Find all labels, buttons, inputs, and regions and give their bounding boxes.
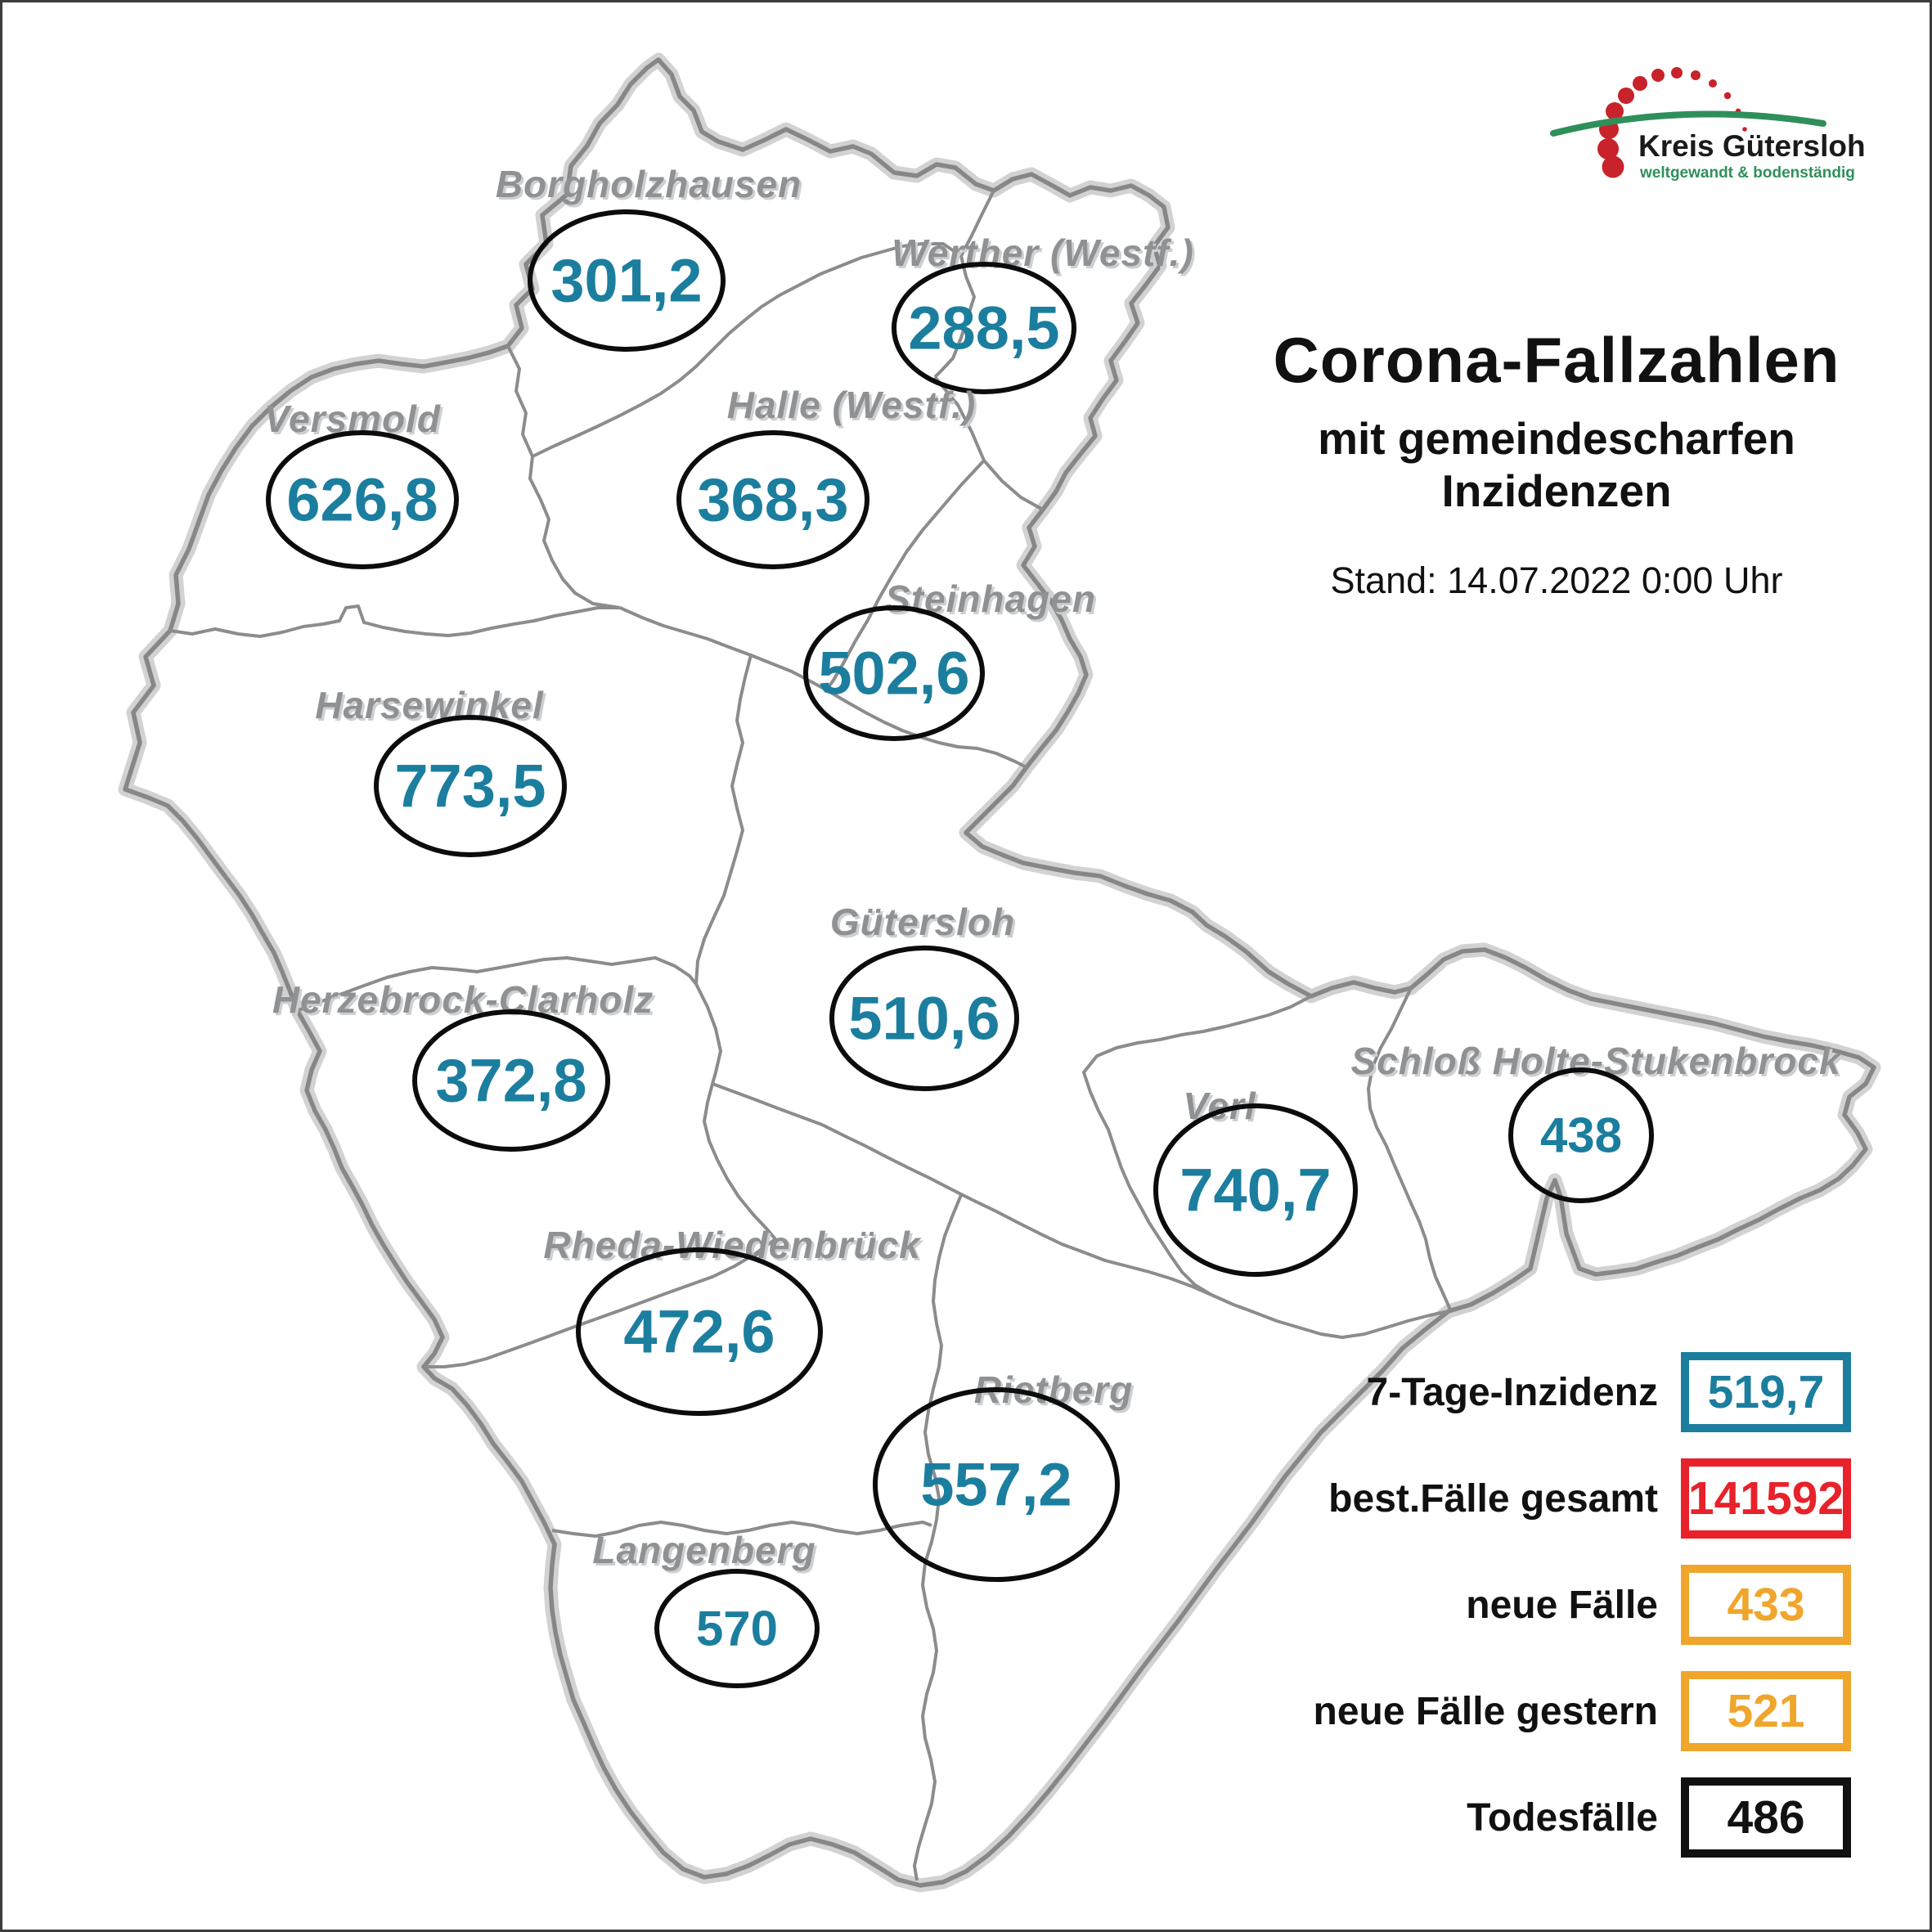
legend-value: 519,7 — [1707, 1366, 1825, 1418]
boundary-verl-schloss-holte — [1367, 987, 1452, 1310]
municipality-label-herzebrock-clarholz: Herzebrock-Clarholz — [272, 978, 654, 1021]
header: Corona-Fallzahlen mit gemeindescharfen I… — [1197, 323, 1916, 602]
incidence-oval-harsewinkel — [374, 715, 567, 857]
municipality-label-halle: Halle (Westf.) — [727, 384, 977, 426]
boundary-verl-south — [1211, 1293, 1449, 1339]
incidence-oval-langenberg — [654, 1569, 820, 1688]
legend-value: 433 — [1727, 1579, 1805, 1631]
legend-value: 486 — [1727, 1791, 1805, 1844]
legend-value-box: 141592 — [1681, 1458, 1851, 1539]
incidence-value-harsewinkel: 773,5 — [394, 753, 546, 820]
boundary-langenberg-north — [551, 1521, 932, 1538]
incidence-value-versmold: 626,8 — [286, 466, 438, 534]
as-of-date: Stand: 14.07.2022 0:00 Uhr — [1330, 559, 1783, 601]
incidence-oval-borgholzhausen — [528, 209, 726, 352]
page-subtitle: mit gemeindescharfen Inzidenzen — [1318, 413, 1795, 516]
municipality-label-steinhagen: Steinhagen — [885, 577, 1096, 620]
incidence-value-halle: 368,3 — [697, 466, 848, 534]
boundary-versmold-east — [506, 345, 621, 609]
municipality-label-rheda-wiedenbrueck: Rheda-Wiedenbrück — [543, 1224, 922, 1266]
boundary-harsewinkel-south — [298, 956, 698, 1012]
boundary-harsewinkel-guetersloh — [694, 654, 753, 985]
incidence-value-guetersloh: 510,6 — [848, 985, 1000, 1053]
legend-row-confirmed-total: best.Fälle gesamt 141592 — [1229, 1457, 1851, 1540]
incidence-value-langenberg: 570 — [696, 1602, 778, 1656]
incidence-oval-werther — [892, 262, 1076, 394]
incidence-value-rietberg: 557,2 — [920, 1451, 1072, 1519]
incidence-value-verl: 740,7 — [1179, 1157, 1331, 1224]
municipality-label-langenberg: Langenberg — [592, 1529, 815, 1571]
legend-label: 7-Tage-Inzidenz — [1366, 1370, 1658, 1414]
incidence-value-steinhagen: 502,6 — [818, 640, 969, 708]
incidence-value-borgholzhausen: 301,2 — [550, 247, 702, 315]
legend-value: 521 — [1727, 1685, 1805, 1737]
municipality-label-harsewinkel: Harsewinkel — [315, 684, 544, 726]
legend-row-new-cases: neue Fälle 433 — [1229, 1563, 1851, 1647]
legend-label: neue Fälle — [1466, 1583, 1658, 1627]
incidence-oval-herzebrock-clarholz — [412, 1009, 610, 1152]
legend-value-box: 519,7 — [1681, 1352, 1851, 1432]
boundary-guetersloh-rheda — [712, 1082, 1212, 1296]
boundary-guetersloh-verl — [1082, 995, 1312, 1296]
boundary-halle-harsewinkel-guetersloh — [619, 606, 1027, 769]
legend-value-box: 486 — [1681, 1777, 1851, 1858]
incidence-value-werther: 288,5 — [908, 294, 1059, 362]
legend: 7-Tage-Inzidenz 519,7 best.Fälle gesamt … — [1229, 1350, 1851, 1882]
legend-value-box: 521 — [1681, 1671, 1851, 1751]
logo-tagline: weltgewandt & bodenständig — [1639, 164, 1855, 182]
municipal-boundaries — [169, 190, 1452, 1881]
legend-value: 141592 — [1687, 1472, 1844, 1525]
incidence-value-rheda-wiedenbrueck: 472,6 — [623, 1298, 775, 1366]
municipality-label-borgholzhausen: Borgholzhausen — [496, 163, 802, 205]
logo-name: Kreis Gütersloh — [1638, 129, 1866, 163]
legend-label: Todesfälle — [1467, 1795, 1658, 1840]
municipality-label-werther: Werther (Westf.) — [892, 231, 1194, 274]
incidence-oval-guetersloh — [829, 946, 1019, 1091]
page-title: Corona-Fallzahlen — [1273, 324, 1840, 396]
boundary-rietberg-west — [913, 1194, 963, 1881]
legend-label: neue Fälle gestern — [1313, 1689, 1658, 1733]
incidence-oval-halle — [676, 430, 869, 569]
incidence-value-schloss-holte-stukenbrock: 438 — [1540, 1108, 1622, 1163]
boundary-herzebrock-rheda — [424, 1238, 777, 1368]
municipality-label-guetersloh: Gütersloh — [830, 901, 1015, 943]
incidence-oval-verl — [1153, 1103, 1358, 1277]
legend-label: best.Fälle gesamt — [1328, 1476, 1658, 1521]
municipality-label-schloss-holte-stukenbrock: Schloß Holte-Stukenbrock — [1350, 1040, 1841, 1082]
incidence-oval-steinhagen — [803, 605, 985, 741]
boundary-versmold-south — [169, 604, 620, 638]
map-annotations: Borgholzhausen 301,2 Werther (Westf.) 288,5… — [264, 163, 1841, 1688]
boundary-borgholzhausen-halle — [532, 242, 963, 458]
legend-row-new-cases-yesterday: neue Fälle gestern 521 — [1229, 1669, 1851, 1753]
kreis-guetersloh-logo: Kreis Gütersloh weltgewandt & bodenständ… — [1550, 67, 1866, 182]
boundary-werther-west — [933, 190, 995, 379]
incidence-value-herzebrock-clarholz: 372,8 — [435, 1047, 586, 1115]
boundary-halle-steinhagen — [823, 459, 986, 694]
incidence-oval-schloss-holte-stukenbrock — [1508, 1067, 1654, 1203]
legend-value-box: 433 — [1681, 1565, 1851, 1645]
logo-green-hill-icon — [1550, 110, 1826, 137]
incidence-oval-rietberg — [873, 1387, 1120, 1582]
incidence-oval-versmold — [266, 430, 459, 569]
legend-row-deaths: Todesfälle 486 — [1229, 1776, 1851, 1859]
boundary-herzebrock-east — [694, 983, 777, 1241]
incidence-oval-rheda-wiedenbrueck — [576, 1247, 823, 1416]
district-boundary — [123, 57, 1876, 1888]
legend-row-seven-day-incidence: 7-Tage-Inzidenz 519,7 — [1229, 1350, 1851, 1434]
